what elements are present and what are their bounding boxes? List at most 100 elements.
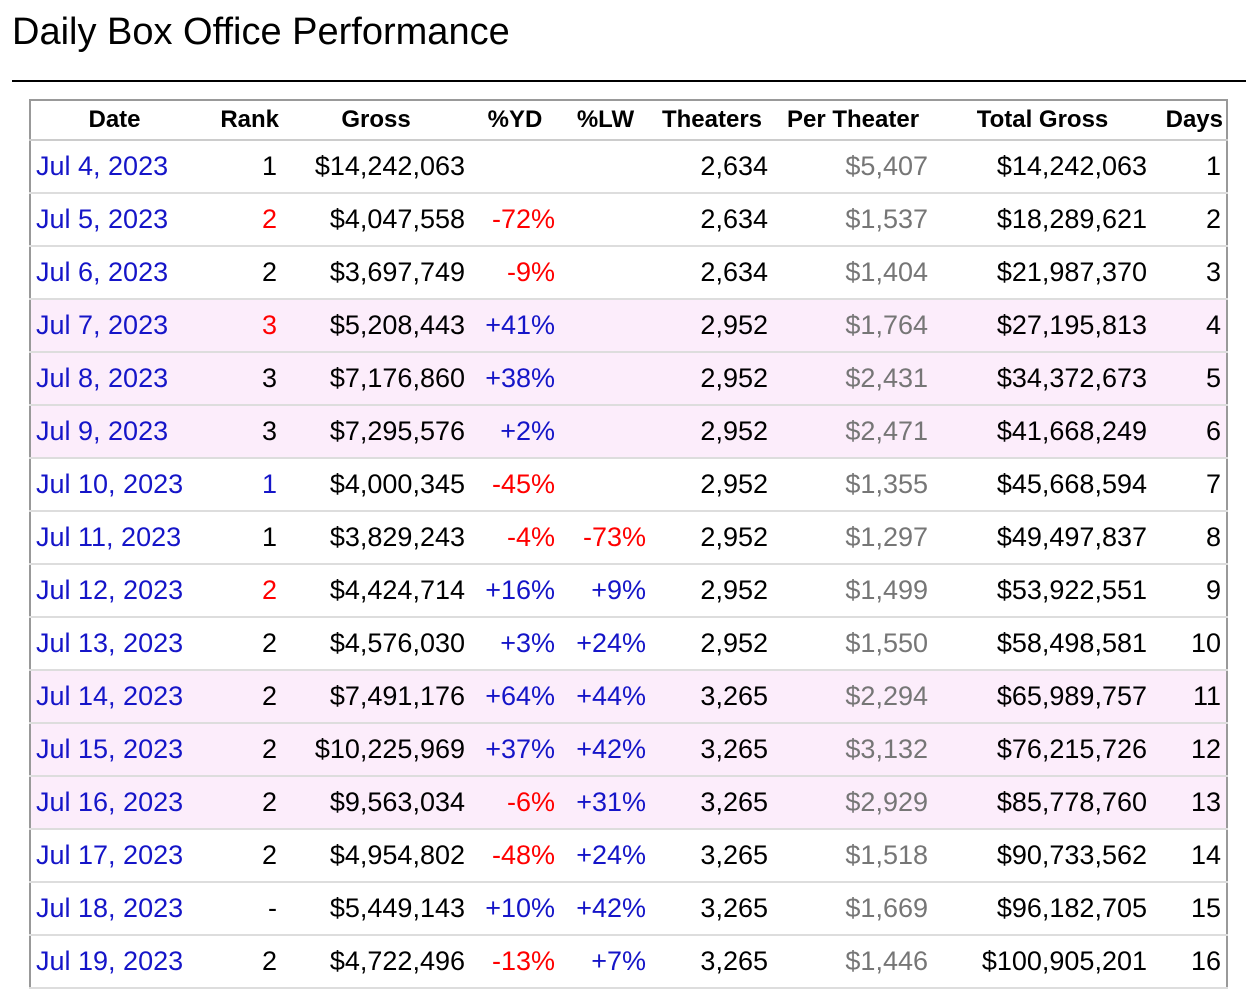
gross-cell: $4,000,345 [282, 458, 470, 512]
date-link[interactable]: Jul 16, 2023 [36, 787, 184, 817]
date-link[interactable]: Jul 17, 2023 [36, 840, 184, 870]
theaters-cell: 3,265 [651, 882, 773, 936]
pct-last-week-cell: +7% [560, 935, 651, 989]
header-theaters[interactable]: Theaters [651, 100, 773, 141]
date-link[interactable]: Jul 12, 2023 [36, 575, 184, 605]
header-row: Date Rank Gross %YD %LW Theaters Per The… [30, 100, 1227, 141]
table-row: Jul 7, 2023 3 $5,208,443 +41% 2,952 $1,764 $27… [30, 299, 1227, 353]
pct-last-week-cell: +42% [560, 723, 651, 777]
days-cell: 3 [1152, 246, 1227, 300]
total-gross-cell: $100,905,201 [933, 935, 1152, 989]
theaters-cell: 3,265 [651, 723, 773, 777]
date-link[interactable]: Jul 14, 2023 [36, 681, 184, 711]
date-link[interactable]: Jul 4, 2023 [36, 151, 169, 181]
theaters-cell: 2,634 [651, 246, 773, 300]
date-cell: Jul 4, 2023 [30, 140, 198, 194]
header-date[interactable]: Date [30, 100, 198, 141]
pct-last-week-cell [560, 458, 651, 512]
date-cell: Jul 14, 2023 [30, 670, 198, 724]
pct-yesterday-cell: -48% [470, 829, 560, 883]
date-link[interactable]: Jul 9, 2023 [36, 416, 169, 446]
table-row: Jul 12, 2023 2 $4,424,714 +16% +9% 2,952 $1,49… [30, 564, 1227, 618]
per-theater-cell: $2,929 [773, 776, 933, 830]
table-row: Jul 9, 2023 3 $7,295,576 +2% 2,952 $2,471 $41,… [30, 405, 1227, 459]
theaters-cell: 2,952 [651, 564, 773, 618]
date-link[interactable]: Jul 19, 2023 [36, 946, 184, 976]
gross-cell: $3,829,243 [282, 511, 470, 565]
total-gross-cell: $53,922,551 [933, 564, 1152, 618]
header-pct-yesterday[interactable]: %YD [470, 100, 560, 141]
table-row: Jul 15, 2023 2 $10,225,969 +37% +42% 3,265 $3,… [30, 723, 1227, 777]
theaters-cell: 2,952 [651, 458, 773, 512]
total-gross-cell: $65,989,757 [933, 670, 1152, 724]
date-link[interactable]: Jul 7, 2023 [36, 310, 169, 340]
pct-last-week-cell: +31% [560, 776, 651, 830]
header-per-theater[interactable]: Per Theater [773, 100, 933, 141]
total-gross-cell: $96,182,705 [933, 882, 1152, 936]
pct-yesterday-cell: -6% [470, 776, 560, 830]
pct-yesterday-cell [470, 140, 560, 194]
days-cell: 10 [1152, 617, 1227, 671]
header-gross[interactable]: Gross [282, 100, 470, 141]
header-rank[interactable]: Rank [198, 100, 282, 141]
header-days[interactable]: Days [1152, 100, 1227, 141]
gross-cell: $9,563,034 [282, 776, 470, 830]
theaters-cell: 3,265 [651, 935, 773, 989]
date-link[interactable]: Jul 10, 2023 [36, 469, 184, 499]
gross-cell: $7,491,176 [282, 670, 470, 724]
per-theater-cell: $1,764 [773, 299, 933, 353]
pct-last-week-cell: +24% [560, 829, 651, 883]
rank-cell: 2 [198, 723, 282, 777]
title-divider [12, 80, 1246, 82]
days-cell: 9 [1152, 564, 1227, 618]
pct-last-week-cell: +9% [560, 564, 651, 618]
days-cell: 12 [1152, 723, 1227, 777]
per-theater-cell: $1,537 [773, 193, 933, 247]
theaters-cell: 2,952 [651, 617, 773, 671]
table-row: Jul 18, 2023- $5,449,143 +10% +42% 3,265 $1,6… [30, 882, 1227, 936]
theaters-cell: 3,265 [651, 776, 773, 830]
pct-yesterday-cell: -13% [470, 935, 560, 989]
date-cell: Jul 13, 2023 [30, 617, 198, 671]
total-gross-cell: $14,242,063 [933, 140, 1152, 194]
table-row: Jul 8, 2023 3 $7,176,860 +38% 2,952 $2,431 $34… [30, 352, 1227, 406]
date-link[interactable]: Jul 5, 2023 [36, 204, 169, 234]
date-cell: Jul 15, 2023 [30, 723, 198, 777]
total-gross-cell: $90,733,562 [933, 829, 1152, 883]
table-row: Jul 6, 2023 2 $3,697,749 -9% 2,634 $1,404 $21,… [30, 246, 1227, 300]
table-row: Jul 10, 2023 1 $4,000,345 -45% 2,952 $1,355 $4… [30, 458, 1227, 512]
date-cell: Jul 16, 2023 [30, 776, 198, 830]
pct-yesterday-cell: -9% [470, 246, 560, 300]
date-link[interactable]: Jul 13, 2023 [36, 628, 184, 658]
date-link[interactable]: Jul 18, 2023 [36, 893, 184, 923]
pct-last-week-cell [560, 352, 651, 406]
table-row: Jul 19, 2023 2 $4,722,496 -13% +7% 3,265 $1,44… [30, 935, 1227, 989]
days-cell: 4 [1152, 299, 1227, 353]
header-total-gross[interactable]: Total Gross [933, 100, 1152, 141]
date-link[interactable]: Jul 15, 2023 [36, 734, 184, 764]
per-theater-cell: $1,669 [773, 882, 933, 936]
per-theater-cell: $2,471 [773, 405, 933, 459]
table-row: Jul 17, 2023 2 $4,954,802 -48% +24% 3,265 $1,5… [30, 829, 1227, 883]
days-cell: 5 [1152, 352, 1227, 406]
date-link[interactable]: Jul 11, 2023 [36, 522, 182, 552]
date-link[interactable]: Jul 6, 2023 [36, 257, 169, 287]
header-pct-last-week[interactable]: %LW [560, 100, 651, 141]
theaters-cell: 2,952 [651, 511, 773, 565]
rank-cell: 2 [198, 193, 282, 247]
total-gross-cell: $76,215,726 [933, 723, 1152, 777]
pct-last-week-cell [560, 299, 651, 353]
total-gross-cell: $34,372,673 [933, 352, 1152, 406]
date-link[interactable]: Jul 8, 2023 [36, 363, 169, 393]
theaters-cell: 3,265 [651, 829, 773, 883]
days-cell: 16 [1152, 935, 1227, 989]
pct-yesterday-cell: +38% [470, 352, 560, 406]
rank-cell: 2 [198, 246, 282, 300]
rank-cell: 2 [198, 935, 282, 989]
pct-yesterday-cell: -4% [470, 511, 560, 565]
days-cell: 15 [1152, 882, 1227, 936]
table-row: Jul 13, 2023 2 $4,576,030 +3% +24% 2,952 $1,55… [30, 617, 1227, 671]
date-cell: Jul 7, 2023 [30, 299, 198, 353]
theaters-cell: 2,952 [651, 299, 773, 353]
total-gross-cell: $21,987,370 [933, 246, 1152, 300]
